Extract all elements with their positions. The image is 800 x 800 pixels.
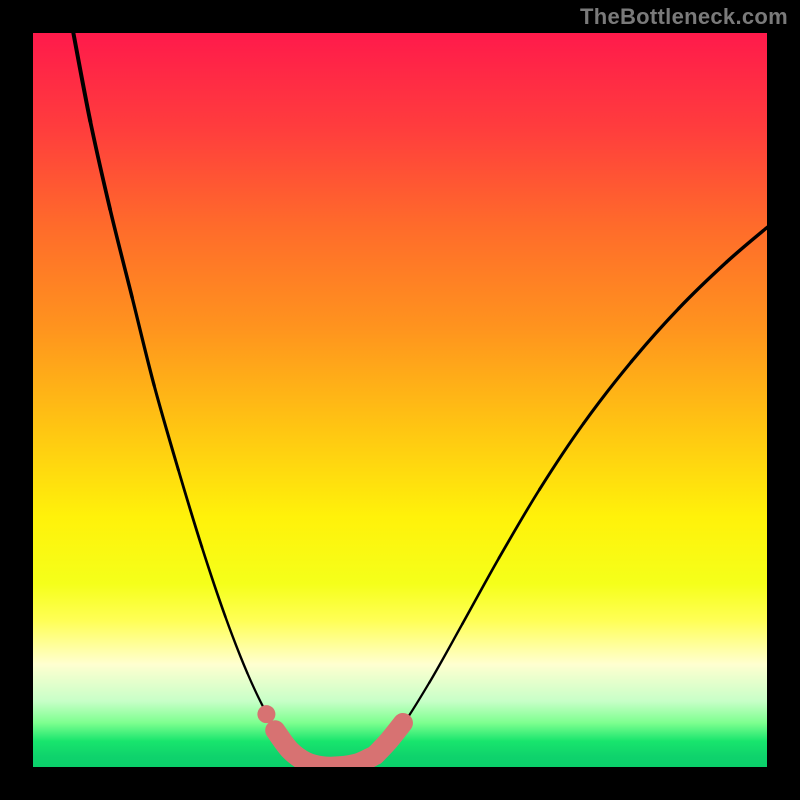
bottleneck-curve-plot [33, 33, 767, 767]
plot-background [33, 33, 767, 767]
watermark-text: TheBottleneck.com [580, 4, 788, 30]
chart-frame: TheBottleneck.com [0, 0, 800, 800]
overlay-dot [257, 705, 275, 723]
